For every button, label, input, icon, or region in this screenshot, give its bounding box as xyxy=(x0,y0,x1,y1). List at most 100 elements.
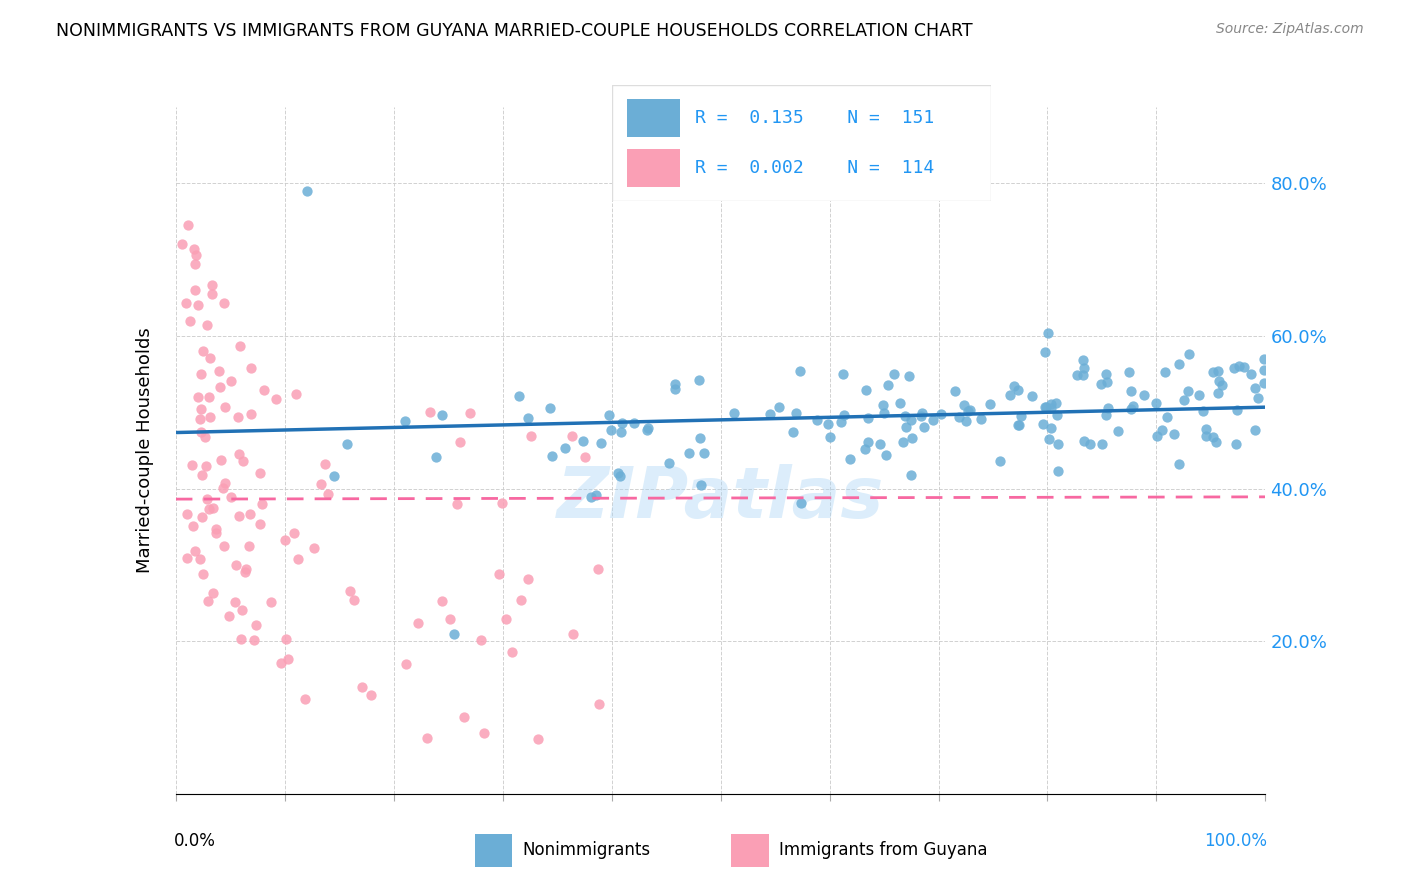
Point xyxy=(1195,428,1218,442)
Point xyxy=(416,731,439,745)
Text: Immigrants from Guyana: Immigrants from Guyana xyxy=(779,841,987,859)
Point xyxy=(208,380,231,394)
Point xyxy=(198,390,221,404)
Point xyxy=(692,446,714,460)
Point xyxy=(598,408,620,422)
Point xyxy=(1208,374,1230,388)
Point xyxy=(1163,427,1185,442)
Point xyxy=(191,467,214,482)
Point xyxy=(1154,364,1177,378)
Point xyxy=(1095,375,1118,389)
Point xyxy=(988,454,1011,468)
Point xyxy=(198,351,221,365)
Point xyxy=(495,612,517,626)
Point xyxy=(194,430,217,444)
Point xyxy=(1097,401,1119,416)
Point xyxy=(1150,423,1173,437)
Point xyxy=(277,652,299,666)
Point xyxy=(893,409,915,423)
Point xyxy=(689,431,711,445)
Point xyxy=(609,469,631,483)
Point xyxy=(360,688,382,702)
Point xyxy=(600,423,623,437)
Point xyxy=(931,407,953,421)
Point xyxy=(896,420,918,434)
Point xyxy=(1073,368,1095,383)
Point xyxy=(554,441,576,455)
Point xyxy=(637,421,659,435)
Point xyxy=(425,450,447,464)
Point xyxy=(636,423,658,437)
Point xyxy=(394,414,416,428)
Point xyxy=(970,412,993,426)
Point xyxy=(1253,363,1275,377)
Point xyxy=(214,401,236,415)
Point xyxy=(1038,326,1060,340)
Point xyxy=(205,522,228,536)
Point xyxy=(453,710,475,724)
Point xyxy=(1246,391,1268,405)
Point xyxy=(295,184,318,198)
Point xyxy=(240,407,263,421)
Point xyxy=(191,510,214,524)
Point xyxy=(336,437,359,451)
Point xyxy=(1045,409,1067,423)
Point xyxy=(218,608,240,623)
Point xyxy=(1188,388,1211,402)
Point xyxy=(588,697,610,711)
Point xyxy=(1007,417,1029,432)
Point xyxy=(900,467,922,482)
Point xyxy=(287,552,309,566)
Point xyxy=(1122,399,1144,413)
Bar xyxy=(475,833,512,867)
Point xyxy=(1202,365,1225,379)
Point xyxy=(309,477,332,491)
Point xyxy=(1244,423,1267,437)
Point xyxy=(817,417,839,431)
Point xyxy=(869,437,891,451)
Point xyxy=(226,410,249,425)
Point xyxy=(912,420,935,434)
Point xyxy=(1211,378,1233,392)
Point xyxy=(1233,359,1256,374)
Point xyxy=(790,496,813,510)
Point xyxy=(768,400,790,414)
Point xyxy=(491,496,513,510)
Point xyxy=(1047,464,1070,478)
Point xyxy=(610,425,633,439)
Point xyxy=(225,558,247,572)
Point xyxy=(818,430,841,444)
Point xyxy=(1045,395,1067,409)
Point xyxy=(1033,400,1056,414)
Point xyxy=(1240,367,1263,381)
Point xyxy=(1119,384,1142,398)
Point xyxy=(1192,403,1215,417)
Point xyxy=(1173,393,1195,408)
Point xyxy=(249,467,271,481)
Point xyxy=(538,401,561,415)
Point xyxy=(955,414,977,428)
Y-axis label: Married-couple Households: Married-couple Households xyxy=(136,327,155,574)
Point xyxy=(228,508,250,523)
Point xyxy=(856,411,879,425)
Point xyxy=(179,314,201,328)
Point xyxy=(509,592,531,607)
Point xyxy=(606,466,628,480)
Point xyxy=(516,411,538,425)
Point xyxy=(855,383,877,397)
Point xyxy=(183,257,205,271)
Point xyxy=(1208,364,1230,378)
Point xyxy=(232,454,254,468)
Point xyxy=(201,586,224,600)
Point xyxy=(245,618,267,632)
Point xyxy=(1008,417,1031,432)
Point xyxy=(501,645,523,659)
Point xyxy=(1091,437,1114,451)
Point xyxy=(470,632,492,647)
Point xyxy=(201,287,224,301)
Text: ZIPatlas: ZIPatlas xyxy=(557,464,884,533)
Point xyxy=(395,657,418,671)
Point xyxy=(176,551,198,566)
Point xyxy=(586,562,609,576)
Point xyxy=(508,389,530,403)
